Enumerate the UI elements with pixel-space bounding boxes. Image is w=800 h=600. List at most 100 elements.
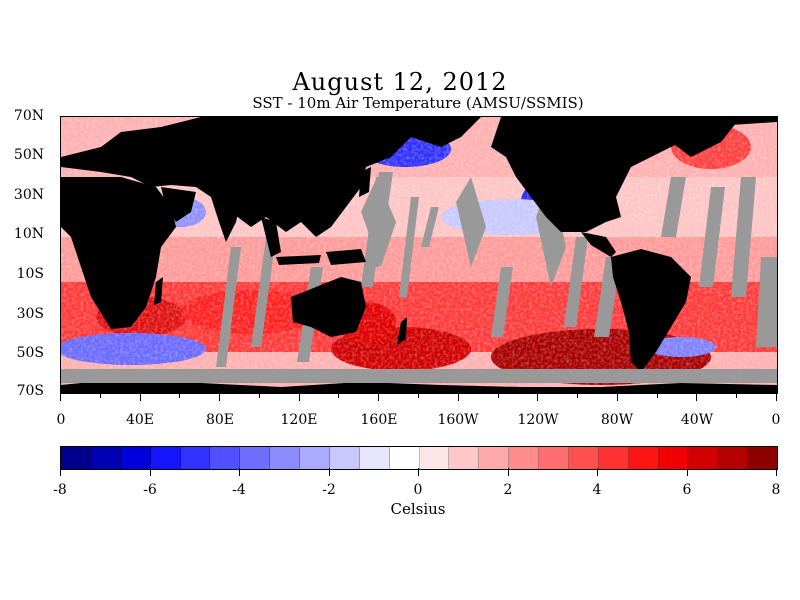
colorbar-cell (90, 447, 121, 469)
longitude-tick (457, 393, 459, 401)
colorbar-cell (568, 447, 599, 469)
lat-label-10n: 10N (13, 226, 44, 242)
land-india (211, 197, 241, 242)
longitude-tick (696, 393, 698, 401)
temperature-difference-map (60, 116, 778, 394)
land-central-america (581, 232, 616, 257)
lat-label-50n: 50N (13, 147, 44, 163)
map-title: August 12, 2012 (292, 68, 508, 96)
colorbar-cell (718, 447, 749, 469)
colorbar-units: Celsius (390, 500, 446, 518)
colorbar-cell (120, 447, 151, 469)
colorbar-label-2: 2 (503, 482, 513, 498)
colorbar-tick (597, 468, 598, 476)
sea-ice-band (61, 369, 777, 383)
lat-label-70n: 70N (13, 108, 44, 124)
land-eurasia (61, 117, 481, 237)
longitude-tick (139, 393, 141, 401)
colorbar-cell (240, 447, 271, 469)
colorbar-tick (60, 468, 61, 476)
land-antarctica (61, 379, 777, 393)
map-subtitle: SST - 10m Air Temperature (AMSU/SSMIS) (252, 94, 584, 112)
longitude-tick (776, 393, 777, 401)
longitude-tick (338, 393, 340, 398)
land-new-zealand (397, 317, 407, 345)
colorbar-tick (418, 468, 419, 476)
colorbar-cell (479, 447, 510, 469)
colorbar-cell (150, 447, 181, 469)
land-japan (359, 167, 371, 197)
colorbar-label-minus-6: -6 (143, 482, 157, 498)
colorbar-tick (239, 468, 240, 476)
colorbar-tick (776, 468, 777, 476)
lon-label-120w: 120W (517, 412, 559, 428)
colorbar-cell (329, 447, 360, 469)
colorbar-cell (300, 447, 330, 469)
lon-label-160e: 160E (360, 412, 398, 428)
longitude-tick (378, 393, 380, 401)
colorbar (60, 446, 778, 470)
colorbar-tick (149, 468, 151, 476)
longitude-tick (497, 393, 499, 398)
colorbar-label-0: 0 (413, 482, 423, 498)
colorbar-cell (628, 447, 659, 469)
land-madagascar (154, 277, 163, 305)
land-indonesia-2 (326, 249, 366, 265)
lat-label-70s: 70S (16, 383, 44, 399)
colorbar-label-8: 8 (771, 482, 781, 498)
longitude-tick (298, 393, 300, 401)
longitude-tick (99, 393, 101, 398)
colorbar-cell (688, 447, 719, 469)
lat-label-10s: 10S (16, 266, 44, 282)
colorbar-cell (61, 447, 91, 469)
colorbar-tick (507, 468, 509, 476)
land-indonesia-1 (276, 255, 321, 265)
colorbar-cell (598, 447, 629, 469)
lon-label-80e: 80E (205, 412, 235, 428)
land-southeast-asia (261, 217, 281, 257)
colorbar-cell (539, 447, 569, 469)
colorbar-cell (509, 447, 539, 469)
colorbar-cell (210, 447, 241, 469)
colorbar-cell (270, 447, 300, 469)
lat-label-30s: 30S (16, 306, 44, 322)
lon-label-0: 0 (56, 412, 66, 428)
missing-data-swaths (216, 147, 777, 367)
colorbar-label-minus-4: -4 (232, 482, 246, 498)
land-south-america (611, 249, 691, 372)
colorbar-cell (419, 447, 450, 469)
longitude-tick (418, 393, 419, 398)
longitude-tick (179, 393, 181, 398)
lon-label-40e: 40E (125, 412, 155, 428)
land-africa (61, 177, 176, 329)
lon-label-80w: 80W (600, 412, 634, 428)
colorbar-tick (686, 468, 688, 476)
lat-label-50s: 50S (16, 345, 44, 361)
longitude-tick (736, 393, 738, 398)
lon-label-120e: 120E (280, 412, 318, 428)
colorbar-label-6: 6 (682, 482, 692, 498)
colorbar-cell (449, 447, 480, 469)
land-australia (291, 277, 366, 337)
longitude-tick (616, 393, 618, 401)
colorbar-label-minus-8: -8 (53, 482, 67, 498)
longitude-tick (577, 393, 579, 398)
land-masses (61, 117, 777, 393)
colorbar-cell (389, 447, 420, 469)
lon-label-0-east: 0 (771, 412, 781, 428)
land-north-america (491, 117, 777, 232)
colorbar-cell (180, 447, 211, 469)
longitude-tick (537, 393, 539, 401)
colorbar-cell (658, 447, 689, 469)
longitude-tick (219, 393, 221, 401)
lat-label-30n: 30N (13, 187, 44, 203)
longitude-tick (656, 393, 658, 398)
colorbar-cell (748, 447, 777, 469)
lon-label-160w: 160W (437, 412, 479, 428)
colorbar-label-4: 4 (592, 482, 602, 498)
colorbar-cell (359, 447, 390, 469)
land-arabia (161, 187, 196, 222)
colorbar-label-minus-2: -2 (322, 482, 336, 498)
land-greenland (661, 117, 741, 157)
colorbar-tick (328, 468, 330, 476)
